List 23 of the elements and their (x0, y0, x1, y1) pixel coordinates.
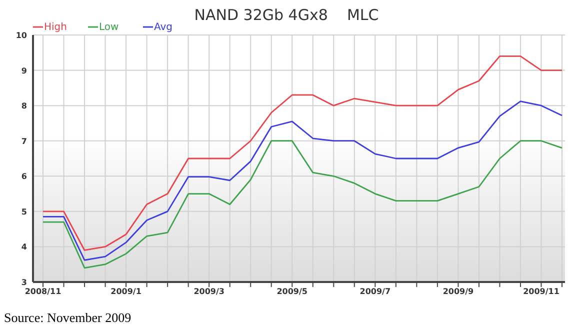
line-series (42, 55, 563, 251)
text: High (44, 22, 67, 33)
x-tick-label: 2009/9 (442, 287, 474, 296)
line-series (42, 100, 563, 261)
y-tick-label: 4 (21, 242, 28, 252)
legend-label: Avg (154, 22, 173, 33)
chart-title: NAND 32Gb 4Gx8 MLC (194, 6, 379, 24)
source-note: Source: November 2009 (4, 310, 132, 325)
x-tick-label: 2009/7 (360, 287, 391, 296)
x-tick-label: 2009/1 (110, 287, 142, 296)
y-tick-label: 3 (21, 278, 27, 287)
legend-label: Low (99, 22, 119, 33)
y-tick-label: 10 (16, 31, 28, 40)
line-series (42, 140, 563, 269)
y-tick-label: 7 (21, 136, 27, 146)
y-tick-label: 9 (21, 66, 28, 76)
x-tick-label: 2009/11 (523, 287, 560, 296)
x-tick-label: 2008/11 (24, 287, 62, 296)
x-tick-label: 2009/5 (276, 287, 308, 296)
y-tick-label: 6 (21, 172, 28, 182)
y-tick-label: 5 (21, 207, 28, 216)
y-tick-label: 8 (21, 102, 28, 111)
x-tick-label: 2009/3 (194, 287, 224, 296)
